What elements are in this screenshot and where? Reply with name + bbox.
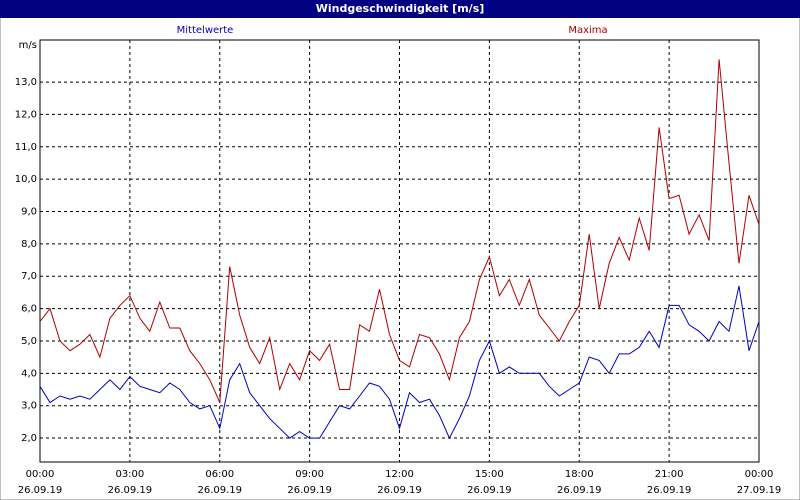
y-tick-label: 12,0 [15,109,37,120]
y-tick-label: 5,0 [21,336,37,347]
x-tick-date: 26.09.19 [377,485,422,496]
legend-label: Mittelwerte [177,25,234,36]
y-tick-label: 8,0 [21,239,37,250]
y-tick-label: 7,0 [21,271,37,282]
x-tick-label: 09:00 [295,469,324,480]
x-tick-label: 12:00 [385,469,414,480]
x-tick-date: 26.09.19 [647,485,692,496]
x-tick-label: 00:00 [745,469,774,480]
y-tick-label: 9,0 [21,207,37,218]
x-tick-date: 26.09.19 [108,485,153,496]
data-line [39,59,760,403]
x-tick-date: 26.09.19 [467,485,512,496]
x-tick-date: 27.09.19 [737,485,782,496]
y-tick-label: 13,0 [15,77,37,88]
y-tick-label: 6,0 [21,304,37,315]
x-tick-label: 00:00 [26,469,55,480]
x-tick-date: 26.09.19 [557,485,602,496]
x-tick-label: 21:00 [655,469,684,480]
y-axis-label: m/s [19,40,37,51]
title-bar [0,0,800,18]
x-tick-label: 15:00 [475,469,504,480]
y-tick-label: 4,0 [21,368,37,379]
data-line [39,285,760,440]
x-tick-date: 26.09.19 [287,485,332,496]
y-tick-label: 10,0 [15,174,37,185]
x-tick-date: 26.09.19 [18,485,63,496]
y-tick-label: 11,0 [15,142,37,153]
x-tick-label: 18:00 [565,469,594,480]
x-tick-label: 03:00 [115,469,144,480]
x-tick-label: 06:00 [205,469,234,480]
legend-label: Maxima [568,25,607,36]
y-tick-label: 3,0 [21,401,37,412]
plot-frame [39,39,760,463]
chart-title: Windgeschwindigkeit [m/s] [316,2,485,15]
y-tick-label: 2,0 [21,433,37,444]
x-tick-date: 26.09.19 [197,485,242,496]
